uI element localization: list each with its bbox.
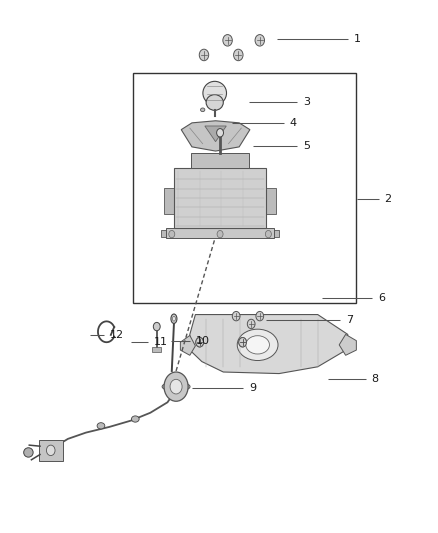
Bar	[166, 228, 274, 238]
Circle shape	[170, 379, 182, 394]
Ellipse shape	[173, 317, 176, 321]
Circle shape	[164, 372, 188, 401]
Text: 8: 8	[371, 374, 378, 384]
Circle shape	[265, 230, 272, 238]
Ellipse shape	[206, 95, 223, 110]
Circle shape	[232, 311, 240, 321]
Circle shape	[196, 337, 204, 347]
Ellipse shape	[24, 448, 33, 457]
Bar	[174, 168, 266, 228]
Text: 2: 2	[384, 193, 392, 204]
Circle shape	[199, 49, 208, 61]
Text: 12: 12	[110, 330, 124, 341]
Polygon shape	[190, 314, 348, 374]
Polygon shape	[181, 121, 250, 151]
Circle shape	[217, 128, 223, 137]
Text: 4: 4	[290, 118, 297, 128]
Text: 9: 9	[249, 383, 256, 393]
Circle shape	[223, 35, 232, 46]
Ellipse shape	[171, 314, 177, 324]
Circle shape	[239, 337, 247, 347]
Polygon shape	[180, 335, 195, 356]
Circle shape	[247, 319, 255, 329]
Text: 7: 7	[346, 315, 353, 325]
Text: 6: 6	[378, 293, 385, 303]
Circle shape	[153, 322, 160, 331]
Polygon shape	[205, 126, 226, 142]
Circle shape	[233, 49, 243, 61]
Ellipse shape	[162, 382, 190, 391]
Ellipse shape	[203, 82, 226, 105]
Ellipse shape	[237, 329, 278, 360]
Ellipse shape	[131, 416, 139, 422]
Bar	[266, 188, 276, 214]
Circle shape	[255, 35, 265, 46]
Ellipse shape	[201, 108, 205, 111]
Bar	[191, 152, 249, 168]
Bar	[165, 188, 174, 214]
Circle shape	[239, 337, 247, 347]
Bar	[152, 348, 161, 352]
Bar	[133, 73, 357, 303]
Bar	[161, 230, 169, 237]
Text: 1: 1	[354, 34, 361, 44]
Text: 3: 3	[303, 97, 310, 107]
Ellipse shape	[97, 423, 105, 429]
Bar	[272, 230, 279, 237]
Ellipse shape	[246, 336, 269, 354]
Text: 11: 11	[154, 337, 168, 347]
Circle shape	[46, 445, 55, 456]
Circle shape	[217, 230, 223, 238]
Text: 10: 10	[195, 336, 209, 346]
Polygon shape	[339, 334, 357, 356]
Text: 5: 5	[303, 141, 310, 151]
Bar	[39, 440, 63, 461]
Circle shape	[169, 230, 175, 238]
Circle shape	[256, 311, 264, 321]
Circle shape	[196, 337, 204, 347]
